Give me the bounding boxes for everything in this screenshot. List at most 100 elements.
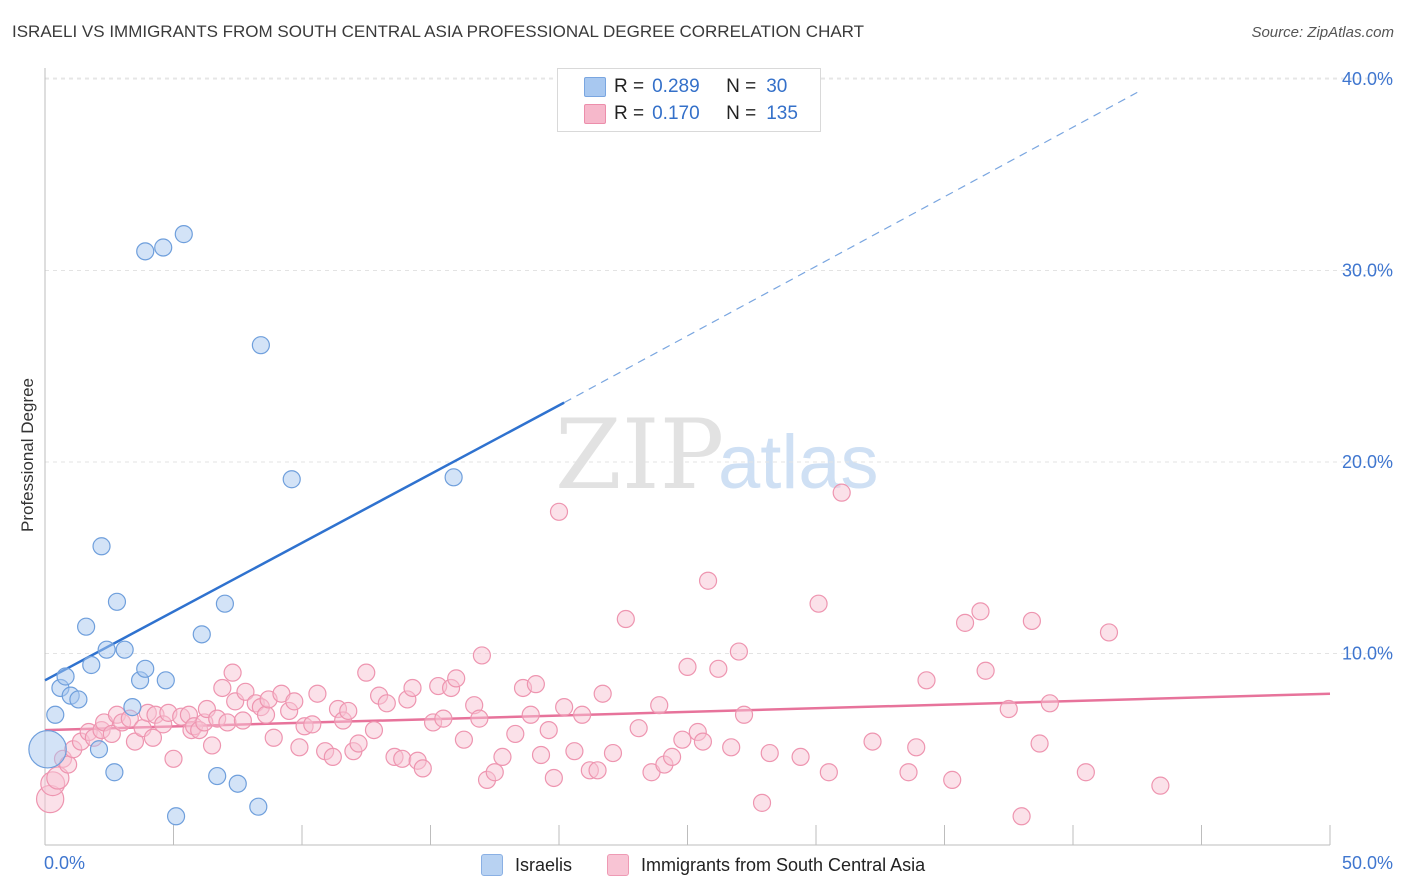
israelis-point	[192, 625, 211, 644]
immigrants-point	[971, 602, 990, 621]
stats-n-label: N =	[726, 76, 757, 97]
immigrants-point	[1022, 611, 1041, 631]
immigrants-point	[955, 613, 975, 632]
immigrants-point	[285, 692, 304, 711]
israelis-point	[208, 766, 227, 786]
stats-row-israelis: R = 0.289 N = 30	[584, 74, 806, 100]
watermark: ZIP atlas	[555, 399, 879, 511]
israelis-point	[166, 807, 186, 826]
immigrants-point	[264, 728, 283, 747]
immigrants-point	[256, 705, 276, 724]
immigrants-point	[403, 678, 422, 698]
chart-title: ISRAELI VS IMMIGRANTS FROM SOUTH CENTRAL…	[12, 22, 865, 41]
israelis-trend-extension	[563, 91, 1138, 404]
immigrants-point	[907, 738, 926, 757]
immigrants-point	[752, 793, 772, 812]
stats-n-value: 135	[766, 103, 798, 124]
israelis-point	[28, 729, 67, 769]
immigrants-point	[593, 684, 612, 703]
immigrants-point	[470, 709, 489, 728]
legend-label-immigrants: Immigrants from South Central Asia	[641, 854, 926, 875]
x-tick-label: 0.0%	[44, 853, 85, 873]
immigrants-point	[791, 747, 810, 767]
immigrants-point	[213, 678, 232, 698]
immigrants-point	[565, 742, 584, 761]
immigrants-point	[413, 759, 432, 778]
israelis-point	[77, 617, 96, 636]
immigrants-point	[1151, 776, 1170, 795]
israelis-point	[69, 690, 88, 709]
immigrants-point	[472, 646, 491, 665]
immigrants-point	[357, 663, 376, 682]
stats-row-immigrants: R = 0.170 N = 135	[584, 101, 806, 127]
israelis-point	[46, 705, 65, 724]
legend-item-israelis[interactable]: Israelis	[481, 852, 572, 878]
israelis-point	[215, 594, 234, 613]
immigrants-point	[555, 698, 574, 717]
israelis-point	[56, 667, 75, 686]
israelis-point	[228, 774, 247, 793]
immigrants-point	[377, 694, 396, 713]
legend-swatch-immigrants	[607, 854, 629, 876]
immigrants-point	[760, 743, 779, 763]
immigrants-point	[603, 743, 623, 763]
immigrants-point	[164, 749, 183, 768]
immigrants-point	[223, 663, 242, 682]
watermark-zip: ZIP	[555, 399, 724, 511]
israelis-point	[115, 640, 134, 659]
israelis-point	[107, 592, 127, 611]
y-tick-label: 40.0%	[1342, 69, 1393, 89]
immigrants-point	[943, 770, 962, 789]
israelis-point	[82, 655, 101, 675]
immigrants-point	[863, 732, 882, 751]
israelis-trend-line	[44, 401, 565, 682]
immigrants-point	[678, 657, 697, 677]
immigrants-point	[917, 671, 936, 690]
immigrants-point	[218, 713, 237, 732]
israelis-point	[97, 640, 116, 659]
y-tick-label: 10.0%	[1342, 644, 1393, 664]
immigrants-point	[539, 720, 558, 740]
israelis-point	[444, 468, 463, 487]
immigrants-point	[454, 730, 474, 749]
legend-item-immigrants[interactable]: Immigrants from South Central Asia	[607, 852, 925, 878]
immigrants-point	[434, 709, 453, 728]
axes	[44, 68, 1331, 846]
stats-r-value: 0.289	[652, 76, 700, 97]
immigrants-point	[485, 763, 504, 782]
immigrants-point	[1040, 694, 1059, 713]
legend-label-israelis: Israelis	[515, 854, 573, 875]
israelis-point	[282, 470, 301, 489]
israelis-point	[136, 659, 155, 678]
immigrants-point	[526, 675, 545, 694]
immigrants-point	[1030, 734, 1049, 753]
immigrants-point	[531, 745, 551, 765]
immigrants-point	[573, 705, 592, 724]
stats-swatch-immigrants	[584, 104, 606, 124]
immigrants-point	[303, 715, 322, 734]
trend-lines	[44, 91, 1331, 732]
israelis-point	[154, 238, 173, 257]
immigrants-point	[102, 724, 121, 744]
immigrants-point	[693, 732, 713, 751]
immigrants-point	[999, 699, 1018, 719]
immigrants-trend-line	[44, 692, 1331, 732]
immigrants-point	[521, 705, 540, 724]
immigrants-point	[143, 728, 163, 747]
israelis-point	[92, 537, 111, 556]
stats-r-label: R =	[614, 103, 645, 124]
stats-r-value: 0.170	[652, 103, 700, 124]
israelis-point	[123, 698, 142, 717]
stats-swatch-israelis	[584, 77, 606, 97]
stats-box: R = 0.289 N = 30 R = 0.170 N = 135	[557, 68, 821, 132]
immigrants-point	[588, 761, 607, 780]
immigrants-point	[722, 738, 741, 757]
immigrants-point	[393, 749, 412, 768]
immigrants-point	[236, 682, 255, 701]
israelis-point	[174, 225, 193, 244]
immigrants-point	[662, 747, 682, 767]
immigrants-point	[673, 730, 692, 749]
stats-n-value: 30	[766, 76, 788, 97]
israelis-point	[105, 763, 124, 782]
